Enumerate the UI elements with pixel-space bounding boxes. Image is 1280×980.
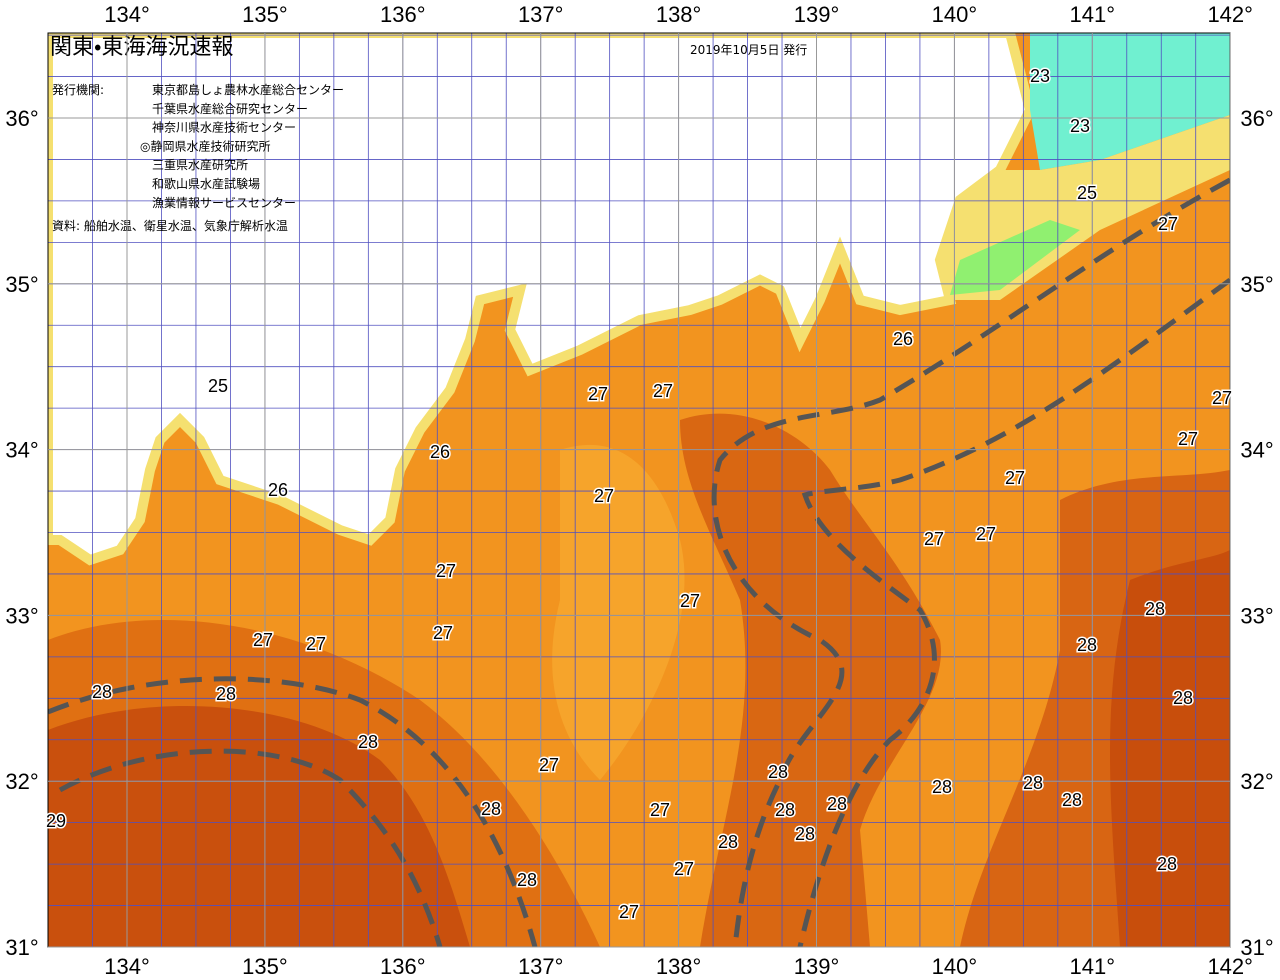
contour-label: 27 [253,630,273,650]
lon-label: 140° [932,954,978,979]
contour-label: 27 [680,591,700,611]
contour-label: 23 [1030,66,1050,86]
contour-label: 27 [436,561,456,581]
contour-label: 28 [92,682,112,702]
kuroshio-edge [48,676,538,947]
lon-label: 142° [1207,2,1253,27]
publisher: ◎静岡県水産技術研究所 [140,138,270,153]
contour-label: 28 [1077,635,1097,655]
contour-label: 27 [674,859,694,879]
contour-label: 28 [795,824,815,844]
kuroshio-paths [48,177,1230,947]
lon-label: 141° [1070,2,1116,27]
cool-water [950,220,1080,295]
lat-label: 36° [5,106,38,131]
warm-area [1110,550,1230,947]
contour-label: 27 [650,800,670,820]
publisher-label: 発行機関: [52,83,104,97]
contour-label: 27 [588,384,608,404]
lon-label: 140° [932,2,978,27]
contour-label: 23 [1070,116,1090,136]
publisher: 三重県水産研究所 [152,158,248,172]
publisher: 東京都島しょ農林水産総合センター [152,82,344,97]
warm-area [680,413,941,947]
warm-area [48,706,470,947]
contour-label: 26 [430,442,450,462]
publisher: 漁業情報サービスセンター [152,196,296,210]
lon-label: 139° [794,2,840,27]
lon-label: 139° [794,954,840,979]
labels: 134° 134° 135° 135° 136° 136° 137° 137° 138° 138°… [5,2,1273,979]
contour-label: 27 [1158,214,1178,234]
contour-label: 27 [1005,468,1025,488]
publisher: 和歌山県水産試験場 [152,176,260,191]
contour-label: 27 [924,529,944,549]
map-area [48,33,1230,947]
contour-label: 26 [268,480,288,500]
lat-label: 34° [1240,438,1273,463]
lon-label: 138° [656,2,702,27]
lat-label: 31° [1240,935,1273,960]
contour-label: 28 [827,794,847,814]
contour-label: 28 [1173,688,1193,708]
lat-label: 32° [1240,769,1273,794]
lon-label: 135° [242,954,288,979]
contour-label: 27 [433,623,453,643]
source: 資料: 船舶水温、衛星水温、気象庁解析水温 [52,218,288,233]
contour-label: 25 [1077,183,1097,203]
publisher: 神奈川県水産技術センター [152,120,296,135]
contour-label: 28 [358,732,378,752]
lon-label: 135° [242,2,288,27]
lat-label: 36° [1240,106,1273,131]
lat-label: 32° [5,769,38,794]
contour-label: 28 [768,762,788,782]
contour-label: 27 [1212,388,1232,408]
publisher: 千葉県水産総合研究センター [152,101,308,116]
contour-label: 28 [1062,790,1082,810]
lon-label: 134° [104,2,150,27]
contour-label: 28 [481,799,501,819]
cool-area [552,444,685,780]
lon-label: 136° [380,2,426,27]
kuroshio-edge [58,748,443,947]
lat-label: 35° [5,272,38,297]
contour-label: 26 [893,329,913,349]
contour-label: 25 [208,376,228,396]
contour-label: 28 [1145,599,1165,619]
cold-water [1030,33,1230,170]
lat-label: 34° [5,438,38,463]
contour-label: 27 [594,486,614,506]
contour-label: 27 [539,755,559,775]
contour-label: 28 [718,832,738,852]
contour-label: 28 [932,777,952,797]
contour-label: 28 [517,870,537,890]
contour-label: 27 [619,902,639,922]
lon-label: 138° [656,954,702,979]
kuroshio-edge [797,277,1230,947]
lat-label: 33° [5,603,38,628]
title: 関東・東海海況速報 [50,35,233,60]
lon-label: 142° [1207,954,1253,979]
lon-label: 137° [518,954,564,979]
contour-label: 27 [976,524,996,544]
lon-label: 141° [1070,954,1116,979]
kuroshio-edge [711,177,1230,947]
contour-label: 28 [1023,773,1043,793]
issue-date: 2019年10月5日 発行 [690,43,807,57]
lat-label: 31° [5,935,38,960]
contour-label: 27 [306,634,326,654]
contour-label: 28 [775,800,795,820]
lat-label: 33° [1240,603,1273,628]
lon-label: 136° [380,954,426,979]
contour-label: 28 [216,684,236,704]
lat-label: 35° [1240,272,1273,297]
lon-label: 137° [518,2,564,27]
contour-label: 27 [1178,429,1198,449]
contour-label: 29 [46,811,66,831]
contour-label: 28 [1157,854,1177,874]
contour-label: 27 [653,381,673,401]
lon-label: 134° [104,954,150,979]
